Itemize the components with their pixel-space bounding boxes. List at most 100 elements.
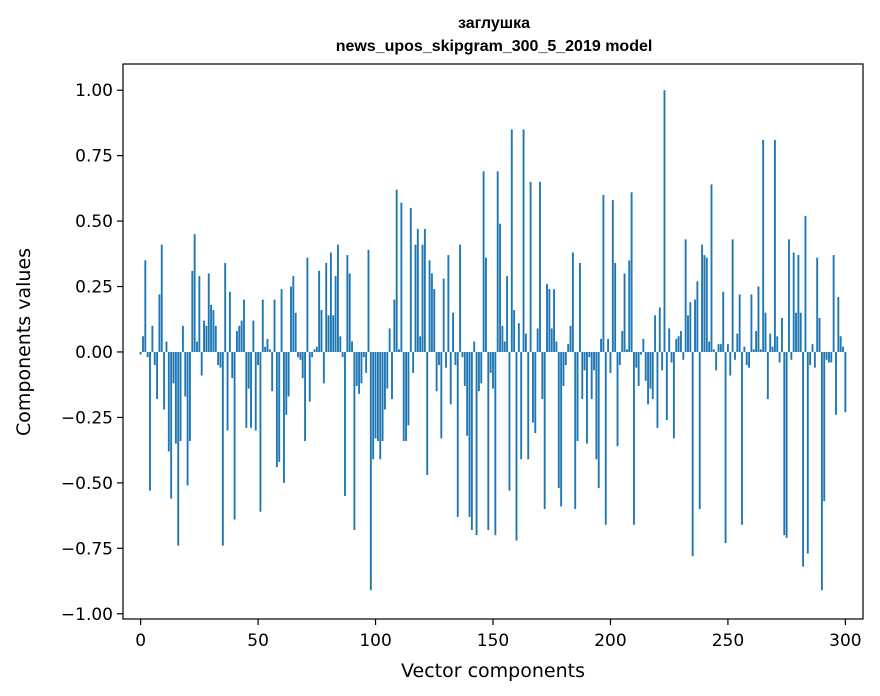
bar-79 bbox=[325, 262, 328, 352]
bar-5 bbox=[151, 325, 154, 352]
bar-99 bbox=[372, 351, 375, 460]
bar-202 bbox=[614, 262, 617, 352]
bar-45 bbox=[245, 351, 248, 428]
bar-36 bbox=[224, 262, 227, 352]
chart-title-line1: заглушка bbox=[458, 15, 530, 32]
bar-249 bbox=[724, 351, 727, 544]
bar-247 bbox=[719, 344, 722, 352]
bar-192 bbox=[590, 351, 593, 400]
bar-157 bbox=[508, 351, 511, 491]
bar-164 bbox=[524, 333, 527, 352]
bar-208 bbox=[628, 260, 631, 352]
bar-253 bbox=[734, 351, 736, 360]
bar-54 bbox=[266, 338, 269, 352]
bar-84 bbox=[337, 244, 339, 352]
bar-66 bbox=[294, 312, 297, 352]
bar-278 bbox=[792, 252, 795, 352]
bar-290 bbox=[820, 351, 823, 591]
bar-219 bbox=[654, 315, 657, 352]
bar-117 bbox=[414, 244, 417, 352]
bar-128 bbox=[440, 351, 443, 439]
bar-104 bbox=[384, 351, 386, 410]
bar-48 bbox=[252, 320, 255, 352]
bar-275 bbox=[785, 351, 788, 538]
bar-179 bbox=[560, 351, 563, 507]
bar-137 bbox=[461, 351, 464, 358]
bar-224 bbox=[665, 351, 668, 421]
bar-2 bbox=[144, 260, 147, 352]
bar-260 bbox=[750, 294, 753, 352]
bar-18 bbox=[181, 325, 184, 352]
bar-102 bbox=[379, 351, 382, 460]
bar-51 bbox=[259, 351, 262, 512]
bar-94 bbox=[360, 351, 363, 384]
bar-291 bbox=[823, 351, 826, 502]
bar-112 bbox=[402, 351, 405, 441]
bar-299 bbox=[842, 346, 844, 352]
bar-194 bbox=[595, 351, 598, 460]
bar-166 bbox=[529, 181, 532, 352]
bar-234 bbox=[689, 302, 692, 352]
bar-196 bbox=[600, 338, 602, 352]
bar-220 bbox=[656, 351, 659, 428]
bar-214 bbox=[642, 338, 645, 352]
bar-173 bbox=[546, 283, 548, 352]
bar-30 bbox=[210, 304, 213, 352]
bar-125 bbox=[433, 289, 436, 352]
bar-109 bbox=[395, 189, 398, 352]
bar-47 bbox=[250, 351, 252, 428]
bar-25 bbox=[198, 276, 201, 352]
bar-103 bbox=[381, 351, 384, 441]
bar-83 bbox=[334, 276, 337, 352]
bar-133 bbox=[452, 312, 454, 352]
bar-12 bbox=[167, 351, 170, 452]
bar-149 bbox=[489, 351, 492, 373]
bar-200 bbox=[609, 351, 612, 373]
x-tick-label: 100 bbox=[359, 631, 391, 651]
bar-210 bbox=[633, 351, 635, 525]
bar-44 bbox=[243, 299, 245, 352]
chart-title: заглушка news_upos_skipgram_300_5_2019 m… bbox=[336, 15, 653, 55]
bar-120 bbox=[421, 244, 424, 352]
bar-139 bbox=[466, 351, 469, 436]
bar-211 bbox=[635, 351, 638, 368]
plot-frame bbox=[122, 63, 864, 620]
bar-172 bbox=[543, 351, 546, 510]
bar-239 bbox=[701, 244, 704, 352]
bar-283 bbox=[804, 215, 807, 352]
bar-59 bbox=[278, 351, 281, 462]
bar-193 bbox=[593, 351, 595, 371]
bar-230 bbox=[680, 331, 682, 352]
bar-64 bbox=[290, 286, 292, 352]
bar-86 bbox=[341, 351, 344, 358]
bar-255 bbox=[738, 294, 741, 352]
bar-41 bbox=[236, 331, 238, 352]
bar-129 bbox=[442, 278, 445, 352]
bar-134 bbox=[454, 351, 457, 366]
bar-240 bbox=[703, 255, 706, 352]
bar-20 bbox=[186, 351, 189, 486]
bar-87 bbox=[344, 351, 346, 496]
bar-288 bbox=[816, 257, 819, 352]
bar-52 bbox=[261, 299, 264, 352]
bar-300 bbox=[844, 351, 847, 413]
bar-143 bbox=[475, 351, 478, 536]
bar-217 bbox=[649, 351, 652, 389]
y-tick-label: 0.75 bbox=[75, 147, 113, 167]
bar-221 bbox=[658, 307, 661, 352]
bar-264 bbox=[759, 349, 762, 352]
y-axis-label: Components values bbox=[13, 248, 35, 436]
bar-162 bbox=[520, 351, 523, 460]
bar-272 bbox=[778, 351, 781, 363]
bar-199 bbox=[607, 338, 610, 352]
bar-89 bbox=[348, 273, 351, 352]
bar-58 bbox=[275, 351, 278, 468]
bar-72 bbox=[308, 351, 311, 402]
bar-226 bbox=[670, 351, 673, 363]
bar-270 bbox=[773, 139, 776, 352]
bar-287 bbox=[813, 351, 816, 368]
bar-163 bbox=[522, 129, 525, 352]
bar-77 bbox=[320, 310, 323, 352]
bar-108 bbox=[393, 299, 396, 352]
